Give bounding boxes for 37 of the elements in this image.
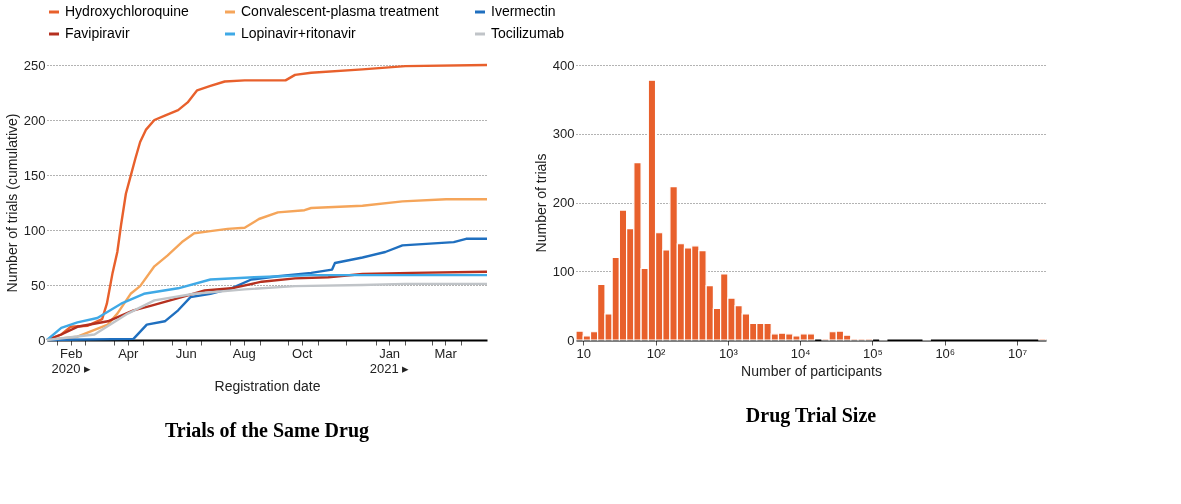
x-tick-label: 10² xyxy=(646,345,667,361)
text: Drug Trial Size xyxy=(745,404,877,427)
y-tick-label: 100 xyxy=(552,263,575,279)
y-tick-label: 250 xyxy=(23,57,46,73)
y-tick-label: 0 xyxy=(567,332,575,348)
x-tick-label: Mar xyxy=(434,345,458,361)
x-tick-label: 10⁶ xyxy=(935,345,956,361)
legend-label: Convalescent-plasma treatment xyxy=(241,3,439,19)
legend-label: Lopinavir+ritonavir xyxy=(241,25,357,41)
x-tick-label: 10⁴ xyxy=(790,345,811,361)
y-tick-label: 200 xyxy=(23,112,46,128)
x-tick-label: 10³ xyxy=(718,345,739,361)
text: Trials of the Same Drug xyxy=(164,419,370,442)
y-tick-label: 200 xyxy=(552,195,575,210)
x-tick-label: Jan 2021 ▸ xyxy=(369,345,410,376)
y-tick-label: 100 xyxy=(23,222,46,238)
x-tick-label: Jun xyxy=(175,345,197,361)
y-axis-title: Number of trials xyxy=(532,153,549,253)
x-tick-label: Oct xyxy=(292,345,313,361)
legend-label: Ivermectin xyxy=(491,3,556,19)
x-tick-label: 10 xyxy=(576,345,591,361)
y-tick-label: 300 xyxy=(552,126,575,142)
y-axis-title: Number of trials (cumulative) xyxy=(3,113,20,293)
x-tick-label: Aug xyxy=(232,345,256,361)
x-tick-label: Feb 2020 ▸ xyxy=(51,345,92,376)
y-tick-label: 400 xyxy=(552,57,575,73)
legend-label: Tocilizumab xyxy=(491,25,565,41)
y-tick-label: 0 xyxy=(38,332,46,348)
y-tick-label: 50 xyxy=(31,277,46,293)
x-tick-label: Apr xyxy=(118,345,140,361)
x-tick-label: 10⁵ xyxy=(863,345,883,361)
y-tick-label: 150 xyxy=(23,167,46,183)
x-axis-title: Registration date xyxy=(214,377,321,394)
legend-label: Hydroxychloroquine xyxy=(65,3,189,19)
x-tick-label: 10⁷ xyxy=(1008,345,1028,361)
legend-label: Favipiravir xyxy=(65,25,130,41)
x-axis-title: Number of participants xyxy=(741,362,882,379)
